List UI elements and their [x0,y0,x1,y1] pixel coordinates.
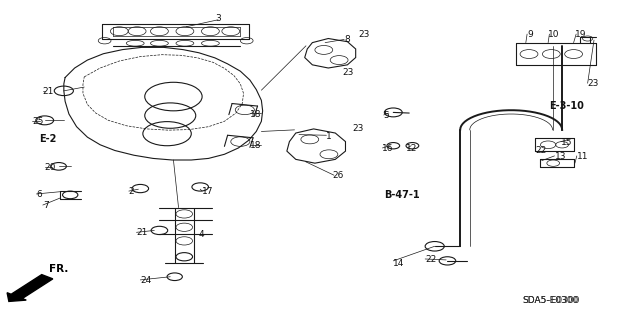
Text: 6: 6 [36,190,42,199]
Text: 13: 13 [554,152,566,161]
Text: 4: 4 [199,230,205,239]
Text: 7: 7 [43,202,49,211]
FancyArrow shape [7,275,53,301]
Text: 21: 21 [43,87,54,96]
Text: B-47-1: B-47-1 [384,190,419,200]
Text: 25: 25 [32,117,44,126]
Text: 1: 1 [326,132,332,141]
Text: 23: 23 [588,79,599,88]
Text: 24: 24 [140,276,152,285]
Text: SDA5–E0300: SDA5–E0300 [523,296,580,305]
Text: 23: 23 [342,68,354,77]
Text: 3: 3 [215,14,221,23]
Text: FR.: FR. [49,264,68,274]
Text: 16: 16 [383,144,394,153]
Text: 15: 15 [561,138,572,147]
Text: 23: 23 [358,30,370,39]
Text: 17: 17 [202,187,214,196]
Text: 20: 20 [45,164,56,172]
Text: SDA5-E0300: SDA5-E0300 [523,296,579,305]
Text: 23: 23 [352,124,364,133]
Text: 19: 19 [575,30,586,39]
Text: 22: 22 [425,255,436,264]
Text: 21: 21 [136,228,148,237]
Text: 22: 22 [536,146,547,155]
Text: 11: 11 [577,152,588,161]
Text: 14: 14 [394,259,404,268]
Text: E-2: E-2 [40,134,57,144]
Text: 18: 18 [250,141,261,150]
Text: 18: 18 [250,109,261,118]
Text: 9: 9 [527,30,533,39]
Text: 10: 10 [548,30,559,39]
Text: 12: 12 [406,144,417,153]
Text: 8: 8 [344,35,350,44]
Text: 2: 2 [129,187,134,196]
Text: 26: 26 [333,172,344,180]
Text: E-3-10: E-3-10 [549,101,584,111]
Text: 5: 5 [384,111,390,120]
